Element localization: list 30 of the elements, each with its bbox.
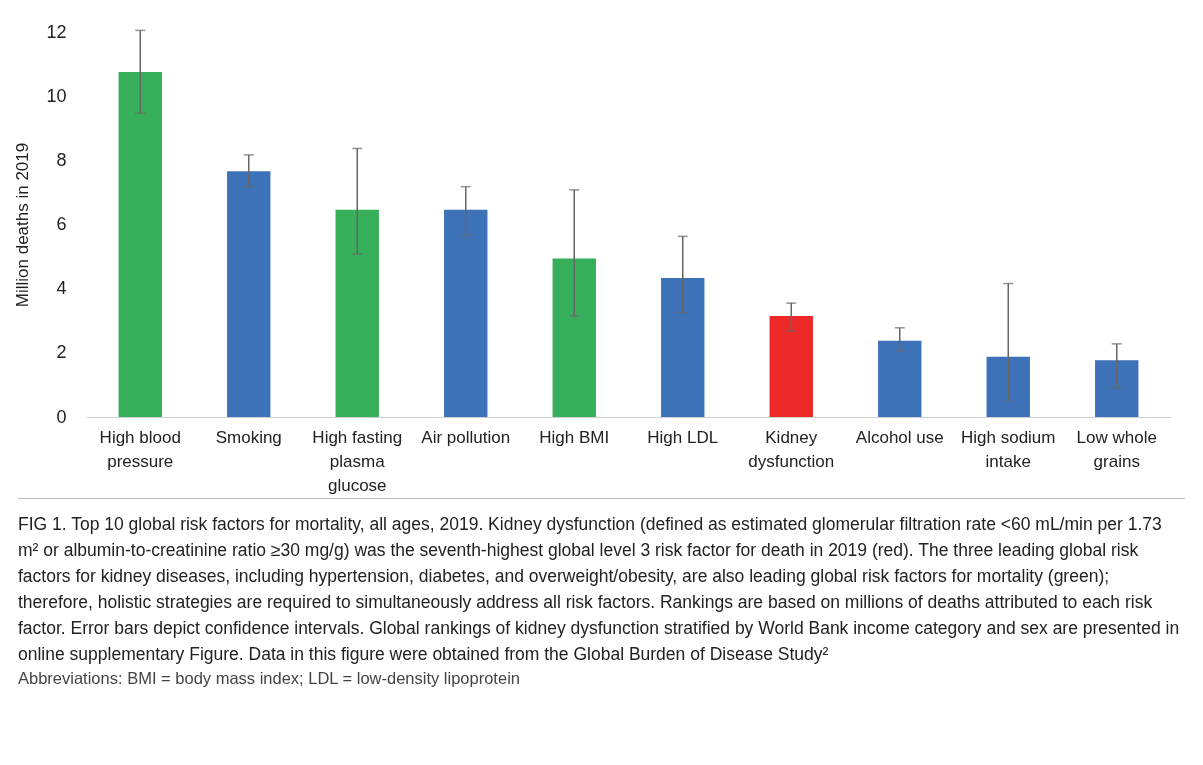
- bar: [444, 209, 488, 417]
- y-tick-label: 6: [56, 214, 67, 234]
- caption: FIG 1. Top 10 global risk factors for mortality, all ages, 2019. Kidney dysfunction (defined as estimated glomerular filtration rate <60 mL/min per 1.73 m² or albumin-to-creatinine ratio ≥30 mg/g) was the seventh-highest global level 3 risk factor for death in 2019 (red). The three leading global risk factors for kidney diseases, including hypertension, diabetes, and overweight/obesity, are also leading global risk factors for mortality (green); therefore, holistic strategies are required to simultaneously address all risk factors. Rankings are based on millions of deaths attributed to each risk factor. Error bars depict confidence intervals. Global rankings of kidney dysfunction stratified by World Bank income category and sex are presented in online supplementary Figure. Data in this figure were obtained from the Global Burden of Disease Study²: [18, 513, 1181, 666]
- x-tick-label: High BMI: [539, 427, 610, 447]
- bar: [661, 278, 705, 417]
- text: Abbreviations: BMI = body mass index; LDL = low-density lipoprotein: [18, 668, 521, 689]
- y-axis-title: Million deaths in 2019: [13, 142, 33, 308]
- bar: [878, 340, 922, 417]
- x-tick-label: Alcohol use: [855, 427, 944, 447]
- y-tick-label: 2: [56, 342, 67, 363]
- bar: [335, 209, 379, 417]
- x-tick-label: Air pollution: [421, 427, 511, 447]
- x-tick-label: High blood pressure: [99, 427, 181, 471]
- bar: [769, 315, 813, 417]
- y-tick-label: 0: [56, 406, 67, 427]
- y-tick-label: 12: [46, 21, 67, 42]
- bar: [227, 171, 271, 417]
- y-tick-label: 4: [56, 278, 67, 299]
- x-tick-label: High LDL: [647, 427, 719, 447]
- bar: [118, 72, 162, 417]
- x-tick-label: Low whole grains: [1076, 427, 1157, 471]
- y-tick-label: 10: [46, 85, 67, 106]
- x-tick-label: Kidney dysfunction: [748, 427, 835, 471]
- x-tick-label: High fasting plasma glucose: [312, 427, 403, 495]
- bar: [986, 356, 1030, 417]
- x-tick-label: Smoking: [215, 427, 282, 447]
- x-tick-label: High sodium intake: [961, 427, 1056, 471]
- bar: [1095, 360, 1139, 417]
- y-tick-label: 8: [56, 149, 67, 170]
- bar: [552, 258, 596, 417]
